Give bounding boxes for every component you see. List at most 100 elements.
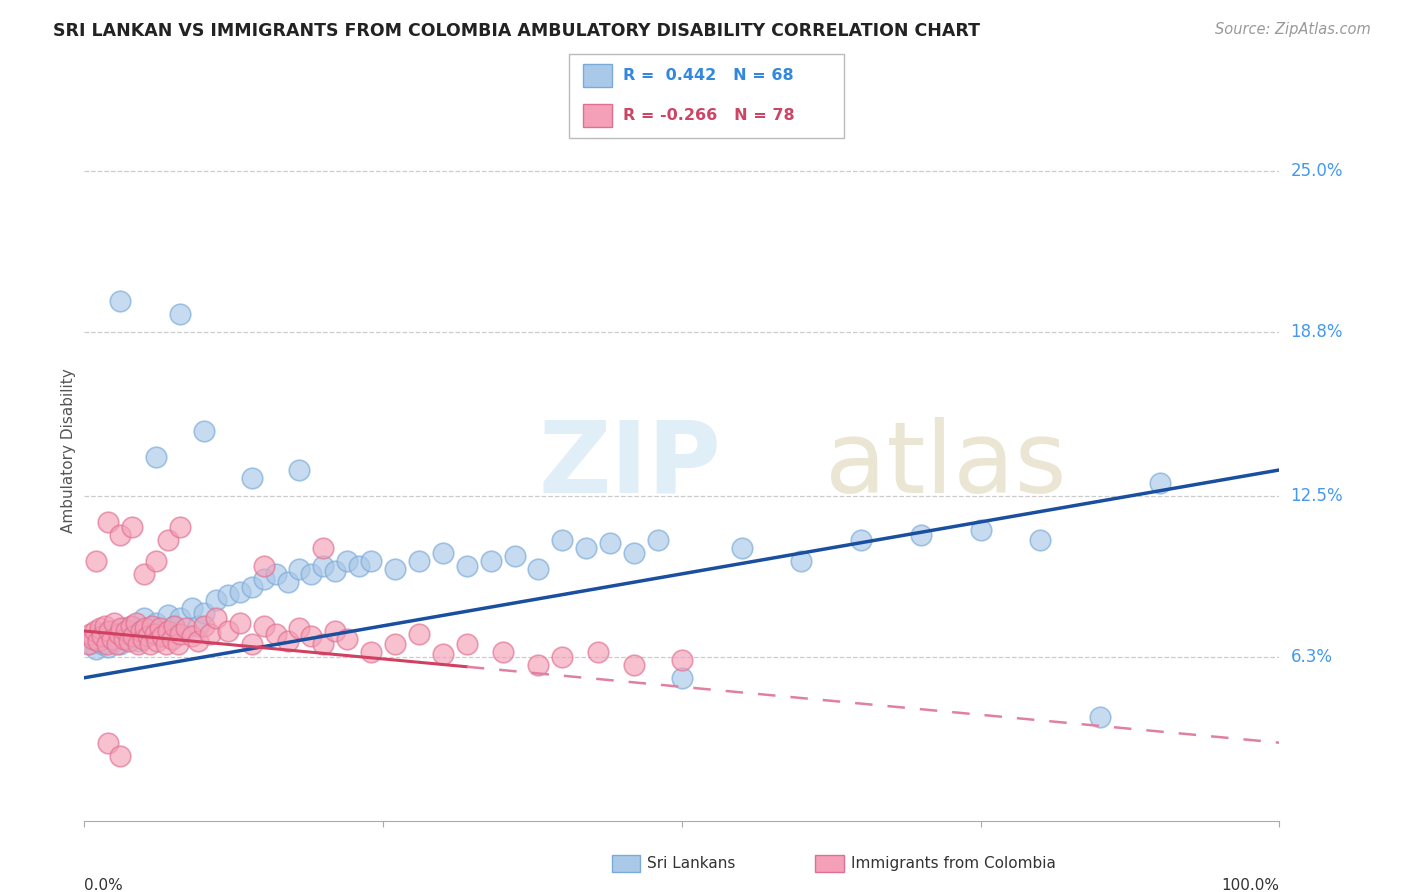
Point xyxy=(110,621,132,635)
Point xyxy=(360,554,382,568)
Point xyxy=(91,637,114,651)
Point xyxy=(301,629,323,643)
Point xyxy=(150,629,173,643)
Point xyxy=(79,637,101,651)
Point xyxy=(121,520,143,534)
Point xyxy=(82,632,104,646)
Point xyxy=(91,629,114,643)
Point xyxy=(360,645,382,659)
Point xyxy=(163,619,186,633)
Text: 12.5%: 12.5% xyxy=(1291,487,1343,505)
Point xyxy=(145,554,167,568)
Point xyxy=(93,619,115,633)
Point xyxy=(1149,475,1171,490)
Point xyxy=(479,554,502,568)
Point xyxy=(551,533,574,547)
Point xyxy=(87,626,110,640)
Point xyxy=(150,624,173,638)
Point xyxy=(647,533,669,547)
Point xyxy=(86,554,108,568)
Text: atlas: atlas xyxy=(825,417,1067,514)
Point xyxy=(217,588,239,602)
Point xyxy=(120,619,142,633)
Point xyxy=(97,736,120,750)
Point xyxy=(83,632,105,646)
Point xyxy=(253,619,276,633)
Point xyxy=(146,634,169,648)
Point xyxy=(100,624,122,638)
Point xyxy=(551,650,574,665)
Point xyxy=(301,566,323,581)
Point xyxy=(432,546,454,560)
Point xyxy=(118,626,141,640)
Point xyxy=(527,562,550,576)
Point xyxy=(97,515,120,529)
Point xyxy=(970,523,993,537)
Point xyxy=(492,645,515,659)
Point xyxy=(110,528,132,542)
Point xyxy=(277,574,299,589)
Point xyxy=(136,629,159,643)
Point xyxy=(132,611,156,625)
Point xyxy=(110,294,132,309)
Text: SRI LANKAN VS IMMIGRANTS FROM COLOMBIA AMBULATORY DISABILITY CORRELATION CHART: SRI LANKAN VS IMMIGRANTS FROM COLOMBIA A… xyxy=(53,22,980,40)
Point xyxy=(253,559,276,574)
Point xyxy=(89,621,111,635)
Point xyxy=(129,624,152,638)
Point xyxy=(217,624,239,638)
Point xyxy=(97,640,120,654)
Point xyxy=(139,626,162,640)
Point xyxy=(198,626,221,640)
Point xyxy=(264,566,287,581)
Point xyxy=(163,619,186,633)
Point xyxy=(1090,710,1112,724)
Point xyxy=(103,634,125,648)
Point xyxy=(127,634,149,648)
Point xyxy=(110,637,132,651)
Point xyxy=(205,611,228,625)
Point xyxy=(312,541,335,555)
Text: R =  0.442   N = 68: R = 0.442 N = 68 xyxy=(623,69,793,83)
Point xyxy=(84,624,107,638)
Point xyxy=(790,554,813,568)
Point xyxy=(169,520,191,534)
Text: Sri Lankans: Sri Lankans xyxy=(647,856,735,871)
Point xyxy=(456,559,478,574)
Point xyxy=(169,626,191,640)
Point xyxy=(132,566,156,581)
Point xyxy=(101,632,124,646)
Point xyxy=(851,533,873,547)
Point xyxy=(160,632,183,646)
Point xyxy=(149,621,172,635)
Point xyxy=(588,645,610,659)
Point xyxy=(105,637,128,651)
Point xyxy=(910,528,932,542)
Point xyxy=(145,450,167,464)
Point xyxy=(527,657,550,672)
Point xyxy=(1029,533,1052,547)
Point xyxy=(312,637,335,651)
Point xyxy=(108,626,131,640)
Text: Immigrants from Colombia: Immigrants from Colombia xyxy=(851,856,1056,871)
Point xyxy=(103,616,125,631)
Point xyxy=(117,634,139,648)
Point xyxy=(115,624,138,638)
Point xyxy=(193,606,215,620)
Text: Source: ZipAtlas.com: Source: ZipAtlas.com xyxy=(1215,22,1371,37)
Point xyxy=(193,424,215,438)
Point xyxy=(181,629,204,643)
Point xyxy=(623,657,645,672)
Point xyxy=(125,616,148,631)
Point xyxy=(229,616,252,631)
Text: 18.8%: 18.8% xyxy=(1291,323,1343,342)
Point xyxy=(145,616,167,631)
Point xyxy=(671,671,693,685)
Point xyxy=(240,471,263,485)
Point xyxy=(229,585,252,599)
Point xyxy=(599,535,621,549)
Point xyxy=(169,307,191,321)
Point xyxy=(141,619,163,633)
Point xyxy=(110,748,132,763)
Point xyxy=(127,637,149,651)
Point xyxy=(288,562,311,576)
